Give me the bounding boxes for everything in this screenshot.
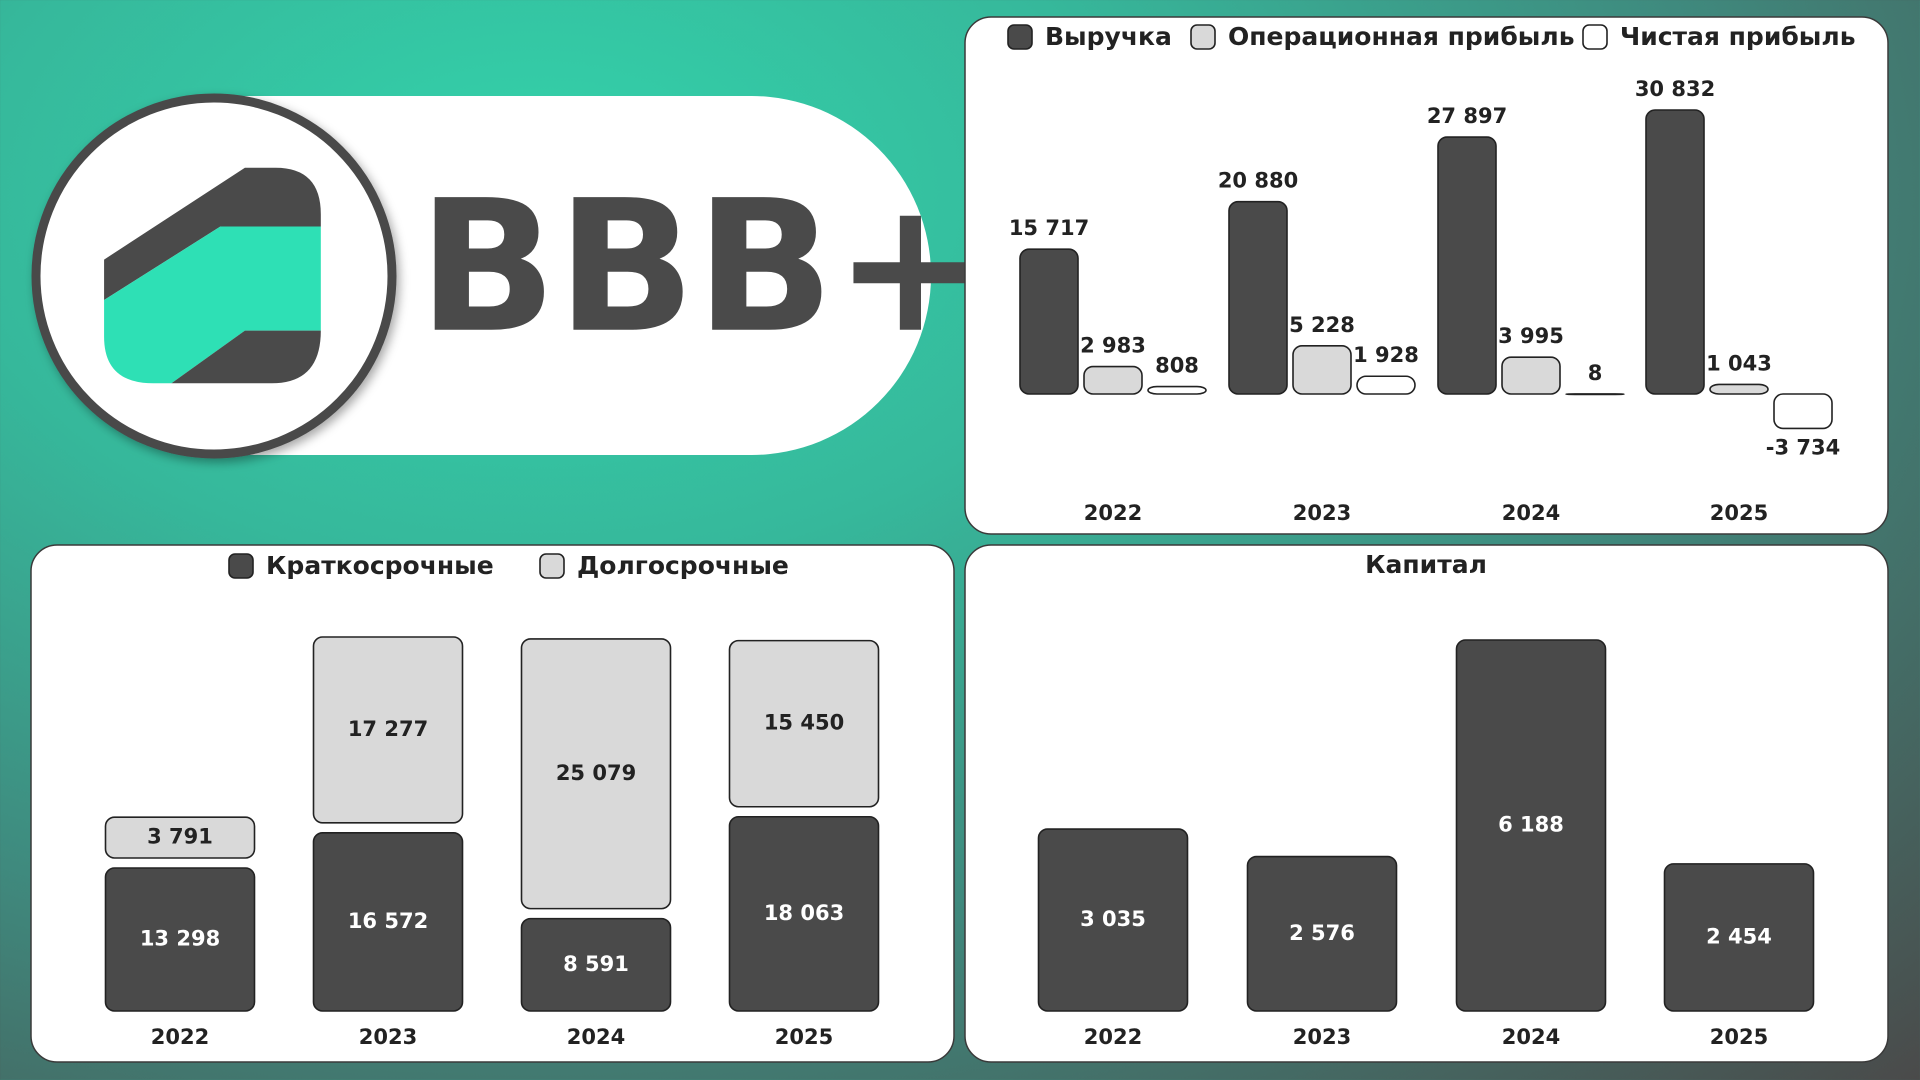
bar <box>1565 393 1625 396</box>
bar <box>1773 393 1833 430</box>
legend-label: Выручка <box>1045 22 1172 51</box>
value-label: 13 298 <box>140 926 220 950</box>
bar <box>1455 639 1607 1012</box>
bar <box>1663 863 1815 1012</box>
bar <box>1501 356 1561 395</box>
legend-swatch <box>539 553 565 579</box>
bar <box>1037 828 1189 1012</box>
bar <box>728 639 880 808</box>
bar <box>520 917 672 1012</box>
logo-icon <box>104 167 321 384</box>
value-label: 2 454 <box>1706 924 1772 948</box>
x-tick-label: 2023 <box>1293 1025 1351 1049</box>
x-tick-label: 2022 <box>151 1025 209 1049</box>
bar <box>1437 136 1497 395</box>
x-tick-label: 2025 <box>1710 1025 1768 1049</box>
legend-label: Операционная прибыль <box>1228 22 1575 51</box>
legend-swatch <box>1582 24 1608 50</box>
legend-swatch <box>1190 24 1216 50</box>
bar <box>1083 365 1143 395</box>
bar <box>1356 375 1416 395</box>
value-label: 15 450 <box>764 711 844 735</box>
value-label: 18 063 <box>764 901 844 925</box>
bar <box>104 867 256 1012</box>
value-label: 30 832 <box>1635 77 1715 101</box>
panel <box>30 544 955 1063</box>
x-tick-label: 2025 <box>1710 501 1768 525</box>
legend-swatch <box>1007 24 1033 50</box>
value-label: 25 079 <box>556 761 636 785</box>
bar <box>1228 200 1288 395</box>
bar <box>312 636 464 824</box>
value-label: 1 928 <box>1353 343 1419 367</box>
value-label: 17 277 <box>348 717 428 741</box>
rating: BBB+ <box>418 161 987 373</box>
bar <box>1292 345 1352 395</box>
value-label: 2 983 <box>1080 334 1146 358</box>
value-label: -3 734 <box>1766 435 1840 459</box>
x-tick-label: 2024 <box>1502 1025 1560 1049</box>
value-label: 8 591 <box>563 952 629 976</box>
x-tick-label: 2024 <box>1502 501 1560 525</box>
x-tick-label: 2023 <box>1293 501 1351 525</box>
x-tick-label: 2025 <box>775 1025 833 1049</box>
bar <box>520 638 672 910</box>
legend-swatch <box>228 553 254 579</box>
bar <box>1645 109 1705 395</box>
value-label: 3 035 <box>1080 907 1146 931</box>
x-tick-label: 2024 <box>567 1025 625 1049</box>
bar <box>1019 248 1079 395</box>
value-label: 27 897 <box>1427 104 1507 128</box>
chart-title: Капитал <box>1365 550 1487 579</box>
value-label: 20 880 <box>1218 169 1298 193</box>
x-tick-label: 2023 <box>359 1025 417 1049</box>
value-label: 3 995 <box>1498 324 1564 348</box>
value-label: 2 576 <box>1289 921 1355 945</box>
value-label: 6 188 <box>1498 813 1564 837</box>
value-label: 3 791 <box>147 825 213 849</box>
x-tick-label: 2022 <box>1084 501 1142 525</box>
value-label: 15 717 <box>1009 216 1089 240</box>
legend-label: Краткосрочные <box>266 551 494 580</box>
legend-label: Чистая прибыль <box>1620 22 1856 51</box>
value-label: 1 043 <box>1706 351 1772 375</box>
bar <box>1709 383 1769 395</box>
bar <box>728 815 880 1012</box>
legend-label: Долгосрочные <box>577 551 789 580</box>
bar <box>104 816 256 859</box>
panel <box>964 16 1889 535</box>
bar <box>312 831 464 1012</box>
x-tick-label: 2022 <box>1084 1025 1142 1049</box>
bar <box>1147 385 1207 395</box>
value-label: 8 <box>1588 361 1603 385</box>
panel <box>964 544 1889 1063</box>
value-label: 16 572 <box>348 909 428 933</box>
bar <box>1246 855 1398 1012</box>
value-label: 808 <box>1155 354 1199 378</box>
value-label: 5 228 <box>1289 313 1355 337</box>
